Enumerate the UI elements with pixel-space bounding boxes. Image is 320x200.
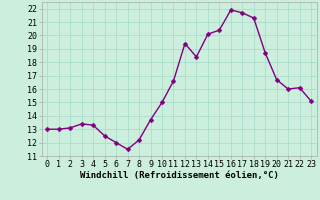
X-axis label: Windchill (Refroidissement éolien,°C): Windchill (Refroidissement éolien,°C) <box>80 171 279 180</box>
